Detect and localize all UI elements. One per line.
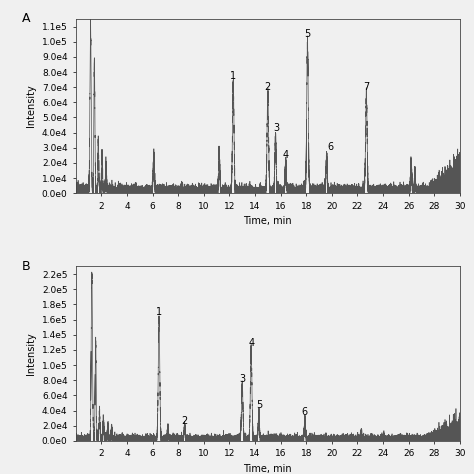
Text: 5: 5 — [304, 28, 310, 39]
Text: 2: 2 — [182, 416, 188, 426]
Y-axis label: Intensity: Intensity — [26, 85, 36, 128]
Text: 3: 3 — [273, 123, 280, 133]
Text: 3: 3 — [239, 374, 245, 384]
Text: 4: 4 — [248, 337, 254, 347]
Text: 5: 5 — [256, 400, 262, 410]
Text: B: B — [22, 260, 31, 273]
Text: 7: 7 — [363, 82, 369, 92]
Text: 4: 4 — [283, 150, 289, 160]
Text: 1: 1 — [230, 71, 237, 81]
X-axis label: Time, min: Time, min — [244, 216, 292, 226]
Text: 6: 6 — [328, 142, 334, 152]
Text: 2: 2 — [264, 82, 271, 92]
X-axis label: Time, min: Time, min — [244, 464, 292, 474]
Text: 1: 1 — [156, 307, 162, 317]
Text: A: A — [22, 12, 31, 25]
Text: 6: 6 — [302, 407, 308, 417]
Y-axis label: Intensity: Intensity — [26, 332, 36, 375]
